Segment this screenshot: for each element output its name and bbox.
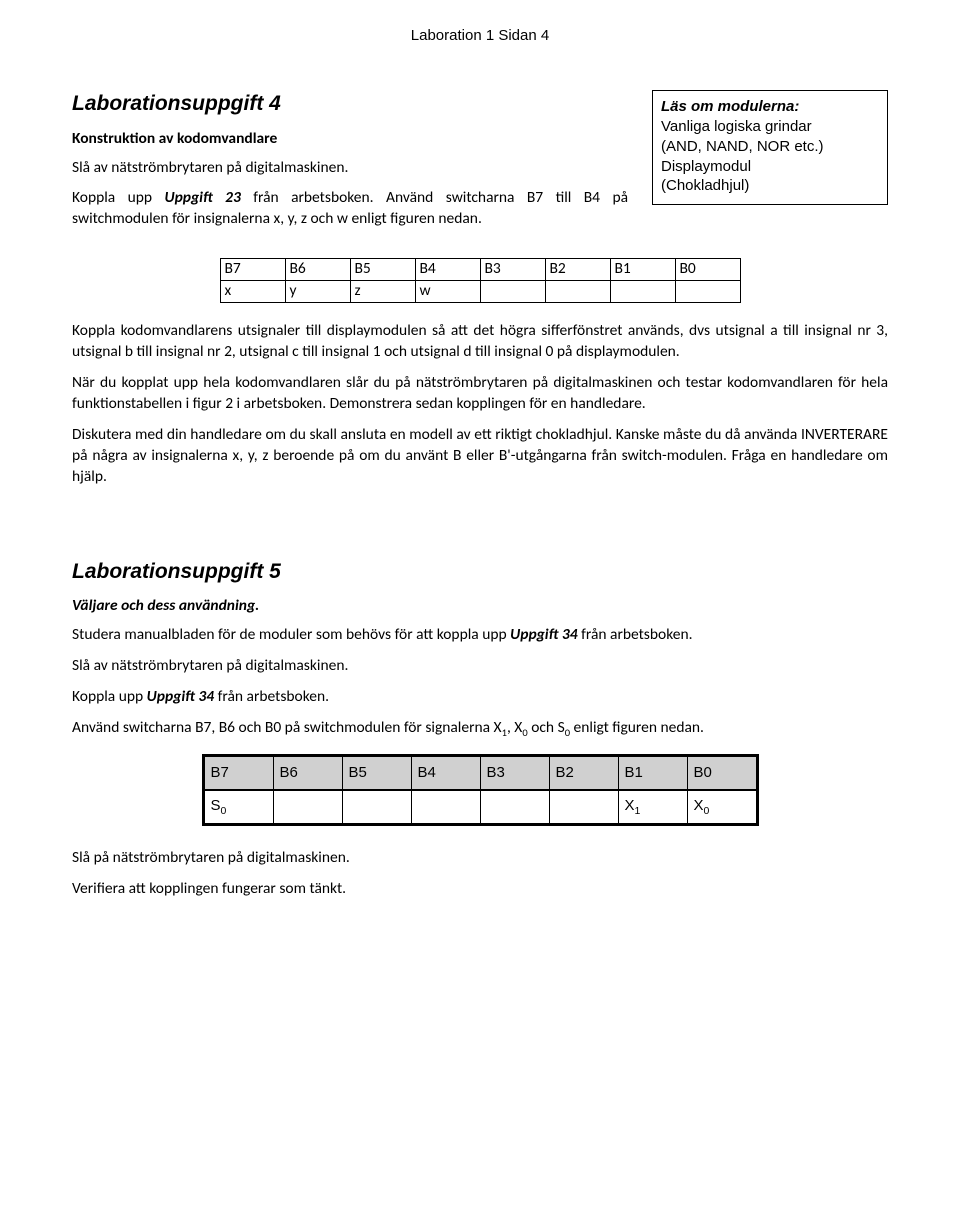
- t2-r2c7-t: X: [625, 797, 635, 814]
- table-cell: [675, 281, 740, 303]
- page: Laboration 1 Sidan 4 Laborationsuppgift …: [0, 0, 960, 1219]
- info-box-l4: (Chokladhjul): [661, 176, 879, 196]
- table-cell: B4: [411, 755, 480, 790]
- section4-title: Laborationsuppgift 4: [72, 90, 628, 118]
- table-cell: X0: [687, 790, 757, 825]
- section5-p4c: och S: [528, 718, 565, 737]
- table-row: x y z w: [220, 281, 740, 303]
- table-cell: B7: [203, 755, 273, 790]
- t2-r2c1-t: S: [211, 797, 221, 814]
- section5-p1b: från arbetsboken.: [578, 625, 693, 644]
- table-cell: B1: [610, 259, 675, 281]
- info-box-l2: (AND, NAND, NOR etc.): [661, 137, 879, 157]
- t2-r2c8-t: X: [694, 797, 704, 814]
- table1-wrap: B7 B6 B5 B4 B3 B2 B1 B0 x y z w: [72, 258, 888, 303]
- section5-p1a: Studera manualbladen för de moduler som …: [72, 625, 510, 644]
- table-cell: B5: [342, 755, 411, 790]
- info-box-l1: Vanliga logiska grindar: [661, 117, 879, 137]
- section5-p4a: Använd switcharna B7, B6 och B0 på switc…: [72, 718, 502, 737]
- section4-subhead: Konstruktion av kodomvandlare: [72, 129, 628, 150]
- table-cell: B3: [480, 259, 545, 281]
- section5-p5: Slå på nätströmbrytaren på digitalmaskin…: [72, 848, 888, 869]
- section4-p5: Diskutera med din handledare om du skall…: [72, 425, 888, 488]
- table-cell: w: [415, 281, 480, 303]
- table-cell: y: [285, 281, 350, 303]
- section4-p2-em: Uppgift 23: [164, 188, 240, 207]
- table-cell: B0: [687, 755, 757, 790]
- table-row: B7 B6 B5 B4 B3 B2 B1 B0: [220, 259, 740, 281]
- table-cell: B0: [675, 259, 740, 281]
- table-cell: [610, 281, 675, 303]
- table-cell: B6: [273, 755, 342, 790]
- info-box-title: Läs om modulerna:: [661, 97, 879, 117]
- section5-p6: Verifiera att kopplingen fungerar som tä…: [72, 879, 888, 900]
- section4-p4: När du kopplat upp hela kodomvandlaren s…: [72, 373, 888, 415]
- table-cell: [480, 790, 549, 825]
- table-cell: [342, 790, 411, 825]
- table-cell: B6: [285, 259, 350, 281]
- section4-p1: Slå av nätströmbrytaren på digitalmaskin…: [72, 158, 628, 179]
- table2-wrap: B7 B6 B5 B4 B3 B2 B1 B0 S0 X1 X0: [72, 754, 888, 826]
- table-cell: B7: [220, 259, 285, 281]
- section5-p3-em: Uppgift 34: [147, 687, 214, 706]
- table-cell: [411, 790, 480, 825]
- section5-subhead: Väljare och dess användning.: [72, 596, 888, 617]
- table-cell: [549, 790, 618, 825]
- section5-p3b: från arbetsboken.: [214, 687, 329, 706]
- table-cell: B4: [415, 259, 480, 281]
- table-cell: B2: [549, 755, 618, 790]
- section5-p1-em: Uppgift 34: [510, 625, 577, 644]
- table-row: B7 B6 B5 B4 B3 B2 B1 B0: [203, 755, 757, 790]
- section5-p1: Studera manualbladen för de moduler som …: [72, 625, 888, 646]
- table-cell: z: [350, 281, 415, 303]
- section4-left-col: Laborationsuppgift 4 Konstruktion av kod…: [72, 90, 628, 240]
- section4-top-row: Laborationsuppgift 4 Konstruktion av kod…: [72, 90, 888, 240]
- spacer: [72, 498, 888, 558]
- table-cell: [545, 281, 610, 303]
- table1: B7 B6 B5 B4 B3 B2 B1 B0 x y z w: [220, 258, 741, 303]
- t2-r2c8-sub: 0: [704, 805, 710, 817]
- table-cell: [480, 281, 545, 303]
- section5-p4: Använd switcharna B7, B6 och B0 på switc…: [72, 718, 888, 740]
- table-cell: B5: [350, 259, 415, 281]
- table-cell: X1: [618, 790, 687, 825]
- table-cell: B3: [480, 755, 549, 790]
- table-cell: x: [220, 281, 285, 303]
- table-cell: B1: [618, 755, 687, 790]
- table2: B7 B6 B5 B4 B3 B2 B1 B0 S0 X1 X0: [202, 754, 759, 826]
- section5-p4d: enligt figuren nedan.: [570, 718, 704, 737]
- section5-p3a: Koppla upp: [72, 687, 147, 706]
- section4-p2a: Koppla upp: [72, 188, 164, 207]
- section5-title: Laborationsuppgift 5: [72, 558, 888, 586]
- table-cell: B2: [545, 259, 610, 281]
- t2-r2c1-sub: 0: [221, 805, 227, 817]
- table-cell: [273, 790, 342, 825]
- table-row: S0 X1 X0: [203, 790, 757, 825]
- table-cell: S0: [203, 790, 273, 825]
- info-box-l3: Displaymodul: [661, 157, 879, 177]
- section4-p2: Koppla upp Uppgift 23 från arbetsboken. …: [72, 188, 628, 230]
- t2-r2c7-sub: 1: [635, 805, 641, 817]
- section5-p4b: , X: [507, 718, 522, 737]
- page-header: Laboration 1 Sidan 4: [72, 26, 888, 46]
- info-box: Läs om modulerna: Vanliga logiska grinda…: [652, 90, 888, 205]
- section4-p3: Koppla kodomvandlarens utsignaler till d…: [72, 321, 888, 363]
- section5-p3: Koppla upp Uppgift 34 från arbetsboken.: [72, 687, 888, 708]
- section5-p2: Slå av nätströmbrytaren på digitalmaskin…: [72, 656, 888, 677]
